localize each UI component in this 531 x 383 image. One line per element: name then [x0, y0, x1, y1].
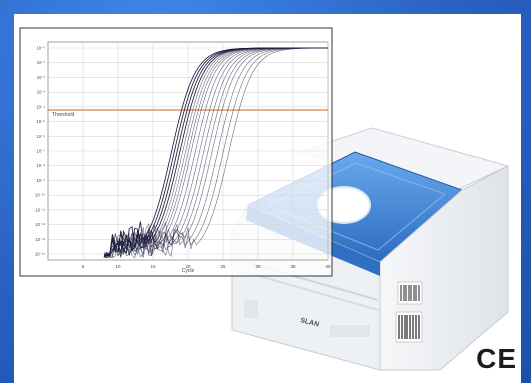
y-tick-label: 10⁻⁸	[36, 163, 45, 168]
x-tick-label: 30	[255, 264, 261, 269]
x-tick-label: 35	[290, 264, 296, 269]
amplification-curve	[103, 47, 328, 258]
device-front-vent	[244, 300, 370, 337]
y-tick-label: 10⁻⁵	[36, 119, 45, 124]
x-axis-ticks: 5 10 15 20 25 30 35 40	[82, 264, 331, 269]
x-tick-label: 15	[150, 264, 156, 269]
x-tick-label: 25	[220, 264, 226, 269]
y-tick-label: 10⁻¹¹	[35, 207, 45, 212]
device-brand-label: SLAN	[300, 317, 320, 328]
y-tick-label: 10⁻¹⁴	[35, 252, 45, 257]
chart-background	[19, 27, 333, 277]
x-tick-label: 5	[82, 264, 85, 269]
device-front-groove	[244, 271, 379, 311]
y-tick-label: 10⁻⁷	[37, 149, 46, 154]
y-tick-label: 10⁻¹⁰	[35, 193, 45, 198]
y-tick-label: 10⁻³	[37, 90, 46, 95]
y-tick-label: 10⁻⁹	[36, 178, 45, 183]
y-tick-label: 10⁻⁶	[36, 134, 45, 139]
x-axis-label: Cycle	[182, 268, 195, 274]
ce-mark: CE	[476, 343, 517, 374]
y-tick-label: 10⁻¹	[37, 60, 46, 65]
y-tick-label: 10⁻⁰	[36, 46, 45, 51]
amplification-chart: 10⁻⁰ 10⁻¹ 10⁻² 10⁻³ 10⁻⁴ 10⁻⁵ 10⁻⁶ 10⁻⁷ 10⁻⁸ 10⁻⁹…	[19, 27, 333, 277]
x-tick-label: 20	[185, 264, 191, 269]
y-tick-label: 10⁻²	[37, 75, 46, 80]
amplification-curve	[103, 47, 329, 259]
device-barcode-sticker	[397, 281, 423, 305]
x-tick-label: 40	[325, 264, 331, 269]
y-tick-label: 10⁻¹²	[35, 222, 45, 227]
y-axis-ticks: 10⁻⁰ 10⁻¹ 10⁻² 10⁻³ 10⁻⁴ 10⁻⁵ 10⁻⁶ 10⁻⁷ 10⁻⁸ 10⁻⁹…	[35, 46, 46, 257]
x-tick-label: 10	[115, 264, 121, 269]
y-tick-label: 10⁻⁴	[36, 104, 45, 109]
threshold-label: Threshold	[52, 112, 74, 118]
chart-grid	[48, 42, 329, 260]
device-barcode-sticker	[395, 311, 423, 343]
y-tick-label: 10⁻¹³	[35, 237, 45, 242]
amplification-curves	[103, 47, 329, 259]
